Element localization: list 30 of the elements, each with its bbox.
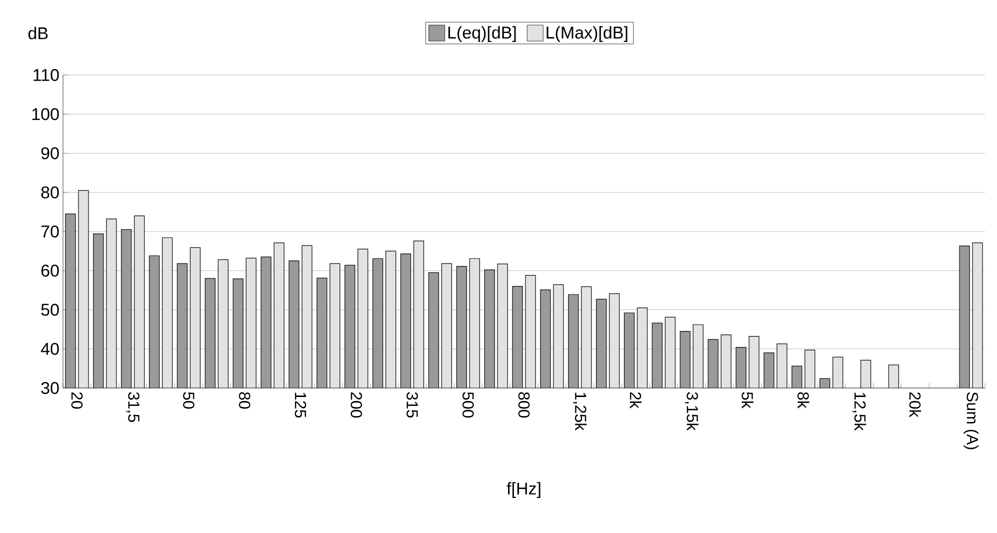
x-tick-label: 80: [238, 392, 250, 409]
y-tick-label: 50: [41, 304, 59, 316]
y-axis-title: dB: [28, 26, 48, 40]
x-tick-label: 2k: [630, 392, 642, 408]
x-tick-label: 200: [350, 392, 362, 418]
x-axis-title: f[Hz]: [506, 482, 540, 498]
x-tick-label: 315: [406, 392, 418, 418]
x-tick-label: 8k: [798, 392, 810, 408]
y-tick-label: 40: [40, 342, 59, 355]
x-tick-label: 20: [71, 392, 83, 409]
x-tick-label: 12,5k: [852, 392, 866, 431]
y-tick-label: 100: [32, 108, 59, 120]
x-tick-label: 50: [183, 392, 194, 409]
y-tick-label: 60: [41, 264, 59, 277]
legend-label: L(eq)[dB]: [448, 26, 516, 42]
legend-label: L(Max)[dB]: [546, 26, 628, 42]
x-tick-label: Sum (A): [964, 392, 978, 450]
y-tick-label: 80: [41, 186, 59, 198]
y-tick-label: 110: [34, 68, 59, 82]
x-tick-label: 125: [294, 392, 306, 418]
x-tick-label: 800: [518, 392, 530, 418]
x-tick-label: 3,15k: [684, 392, 698, 431]
x-tick-label: 31,5: [126, 392, 140, 422]
y-tick-label: 90: [41, 147, 59, 160]
y-tick-label: 30: [41, 382, 59, 394]
y-tick-label: 70: [41, 225, 59, 238]
x-tick-label: 500: [462, 392, 474, 418]
x-tick-label: 5k: [742, 392, 754, 408]
x-tick-label: 20k: [909, 392, 922, 418]
x-tick-label: 1,25k: [573, 392, 587, 431]
